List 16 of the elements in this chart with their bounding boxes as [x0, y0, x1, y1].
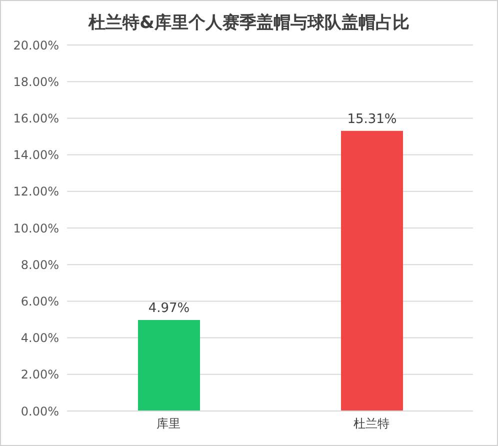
y-tick-label: 4.00%: [20, 331, 59, 346]
y-tick-label: 20.00%: [13, 38, 59, 52]
y-tick-label: 10.00%: [13, 221, 59, 236]
y-tick-label: 0.00%: [20, 404, 59, 418]
y-tick-label: 16.00%: [13, 111, 59, 126]
data-label: 4.97%: [148, 301, 190, 316]
y-tick-label: 2.00%: [20, 368, 59, 382]
chart-title: 杜兰特&库里个人赛季盖帽与球队盖帽占比: [87, 12, 410, 35]
x-tick-label: 库里: [156, 416, 180, 431]
y-tick-label: 12.00%: [13, 184, 59, 199]
y-tick-label: 6.00%: [20, 294, 59, 308]
data-label: 15.31%: [347, 112, 397, 127]
y-tick-label: 8.00%: [20, 258, 59, 272]
y-tick-label: 14.00%: [13, 148, 59, 162]
x-tick-label: 杜兰特: [354, 416, 390, 431]
y-tick-label: 18.00%: [13, 74, 59, 89]
